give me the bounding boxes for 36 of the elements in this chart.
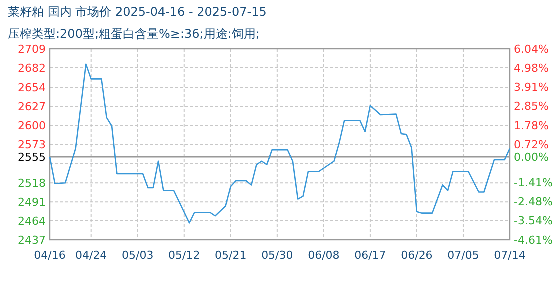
y-tick-label: 2518 [18,176,46,190]
x-tick-label: 04/16 [34,249,66,262]
chart-title: 菜籽粕 国内 市场价 2025-04-16 - 2025-07-15 [8,5,267,19]
y2-tick-label: 3.91% [514,81,549,94]
x-tick-label: 05/03 [122,249,154,262]
y2-tick-label: -2.48% [514,196,553,209]
line-series [49,64,511,224]
y-tick-label: 2682 [18,62,46,75]
y2-tick-label: 6.04% [514,42,549,56]
y2-tick-label: -3.54% [514,214,553,228]
x-tick-label: 07/14 [494,249,526,262]
chart-subtitle: 压榨类型:200型;粗蛋白含量%≥:36;用途:饲用; [8,27,260,41]
y-tick-label: 2600 [18,119,46,132]
y2-tick-label: 2.85% [514,100,549,114]
y-tick-label: 2464 [18,214,46,228]
y-tick-label: 2627 [18,100,46,114]
y2-tick-label: 0.00% [514,151,549,164]
x-tick-label: 06/08 [308,249,340,262]
y-tick-label: 2709 [18,42,46,56]
y2-tick-label: 4.98% [514,62,549,75]
y2-tick-label: 1.78% [514,119,549,132]
y-tick-label: 2437 [18,234,46,247]
x-tick-label: 06/17 [354,249,386,262]
y2-tick-label: -1.41% [514,176,553,190]
x-tick-label: 06/26 [401,249,433,262]
y2-tick-label: -4.61% [514,234,553,247]
y-tick-label: 2491 [18,196,46,209]
x-tick-label: 07/05 [448,249,480,262]
ref-line-label: 2555 [18,150,46,164]
y2-tick-label: 0.72% [514,138,549,152]
y-tick-label: 2573 [18,138,46,152]
y-tick-label: 2654 [18,81,46,94]
x-tick-label: 05/21 [215,249,247,262]
x-tick-label: 05/30 [262,249,294,262]
x-tick-label: 04/24 [75,249,108,262]
x-tick-label: 05/12 [168,249,200,262]
